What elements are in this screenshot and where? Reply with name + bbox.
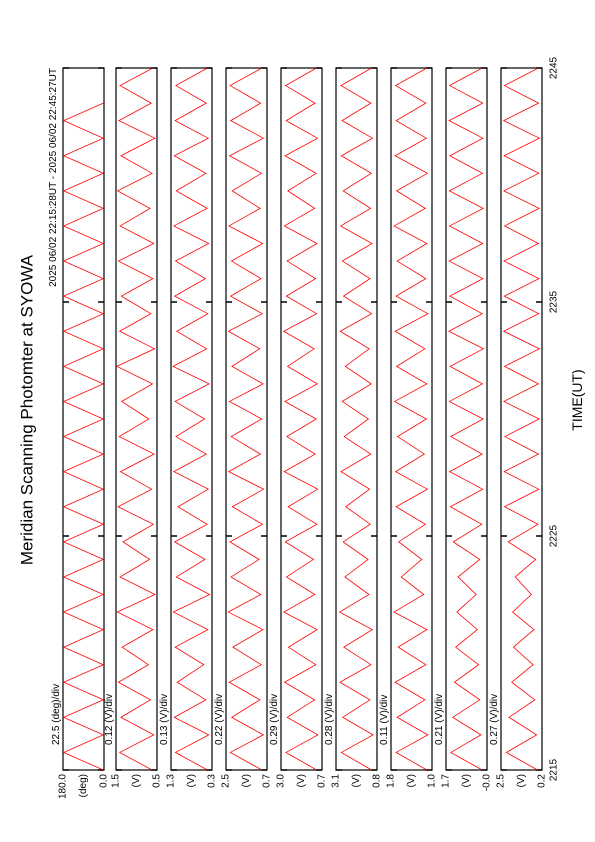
x-axis-title: TIME(UT)	[569, 369, 585, 430]
x-tick-label: 2215	[549, 758, 560, 781]
signal-line	[448, 68, 485, 770]
y-unit-label: (V)	[351, 774, 362, 787]
y-tick-label: 0.5	[152, 774, 163, 788]
scale-label: 0.22 (V)/div	[214, 694, 225, 745]
y-tick-label: 1.3	[166, 774, 177, 788]
y-tick-label: 0.0	[99, 774, 110, 788]
signal-line	[338, 68, 374, 770]
y-unit-label: (V)	[461, 774, 472, 787]
signal-line	[172, 68, 211, 770]
panel-frame	[500, 67, 543, 771]
panel-frame	[280, 67, 323, 771]
y-unit-label: (V)	[186, 774, 197, 787]
signal-line	[116, 68, 156, 770]
scale-label: 0.12 (V)/div	[104, 694, 115, 745]
panel-frame	[62, 67, 105, 771]
y-tick-label: 0.2	[537, 774, 548, 788]
panel-frame	[170, 67, 213, 771]
scale-label: 0.13 (V)/div	[159, 694, 170, 745]
x-tick-label: 2225	[549, 524, 560, 547]
y-tick-label: -0.0	[482, 774, 493, 792]
signal-line	[227, 68, 265, 770]
y-unit-label: (deg)	[78, 774, 89, 797]
y-unit-label: (V)	[406, 774, 417, 787]
scale-label: 0.11 (V)/div	[379, 695, 390, 745]
scale-label: 0.21 (V)/div	[434, 694, 445, 745]
y-tick-label: 1.7	[441, 774, 452, 788]
y-tick-label: 180.0	[58, 774, 69, 799]
x-tick-label: 2235	[549, 290, 560, 313]
y-tick-label: 1.5	[111, 774, 122, 788]
rotated-plot: Meridian Scanning Photomter at SYOWA 202…	[17, 56, 585, 799]
chart-title: Meridian Scanning Photomter at SYOWA	[17, 254, 36, 565]
panel-frame	[390, 67, 433, 771]
signal-line	[63, 102, 104, 770]
signal-line	[502, 68, 541, 770]
scale-label: 22.5 (deg)/div	[51, 684, 62, 745]
y-tick-label: 2.5	[496, 774, 507, 788]
y-unit-label: (V)	[516, 774, 527, 787]
panel-frame	[225, 67, 268, 771]
panel-frame	[335, 67, 378, 771]
y-unit-label: (V)	[131, 774, 142, 787]
y-tick-label: 1.0	[427, 774, 438, 788]
y-tick-label: 0.7	[262, 774, 273, 788]
subtitle: 2025 06/02 22:15:28UT - 2025 06/02 22:45…	[48, 68, 59, 287]
y-unit-label: (V)	[241, 774, 252, 787]
x-tick-label: 2245	[549, 56, 560, 79]
scale-label: 0.29 (V)/div	[269, 694, 280, 745]
signal-line	[282, 68, 319, 770]
scale-label: 0.27 (V)/div	[489, 694, 500, 745]
scale-label: 0.28 (V)/div	[324, 694, 335, 745]
y-unit-label: (V)	[296, 774, 307, 787]
signal-line	[393, 68, 429, 770]
y-tick-label: 3.0	[276, 774, 287, 788]
y-tick-label: 0.7	[317, 774, 328, 788]
y-tick-label: 3.1	[331, 774, 342, 788]
y-tick-label: 0.8	[372, 774, 383, 788]
panel-frame	[115, 67, 158, 771]
panel-frame	[445, 67, 488, 771]
y-tick-label: 0.3	[207, 774, 218, 788]
y-tick-label: 2.5	[221, 774, 232, 788]
y-tick-label: 1.8	[386, 774, 397, 788]
